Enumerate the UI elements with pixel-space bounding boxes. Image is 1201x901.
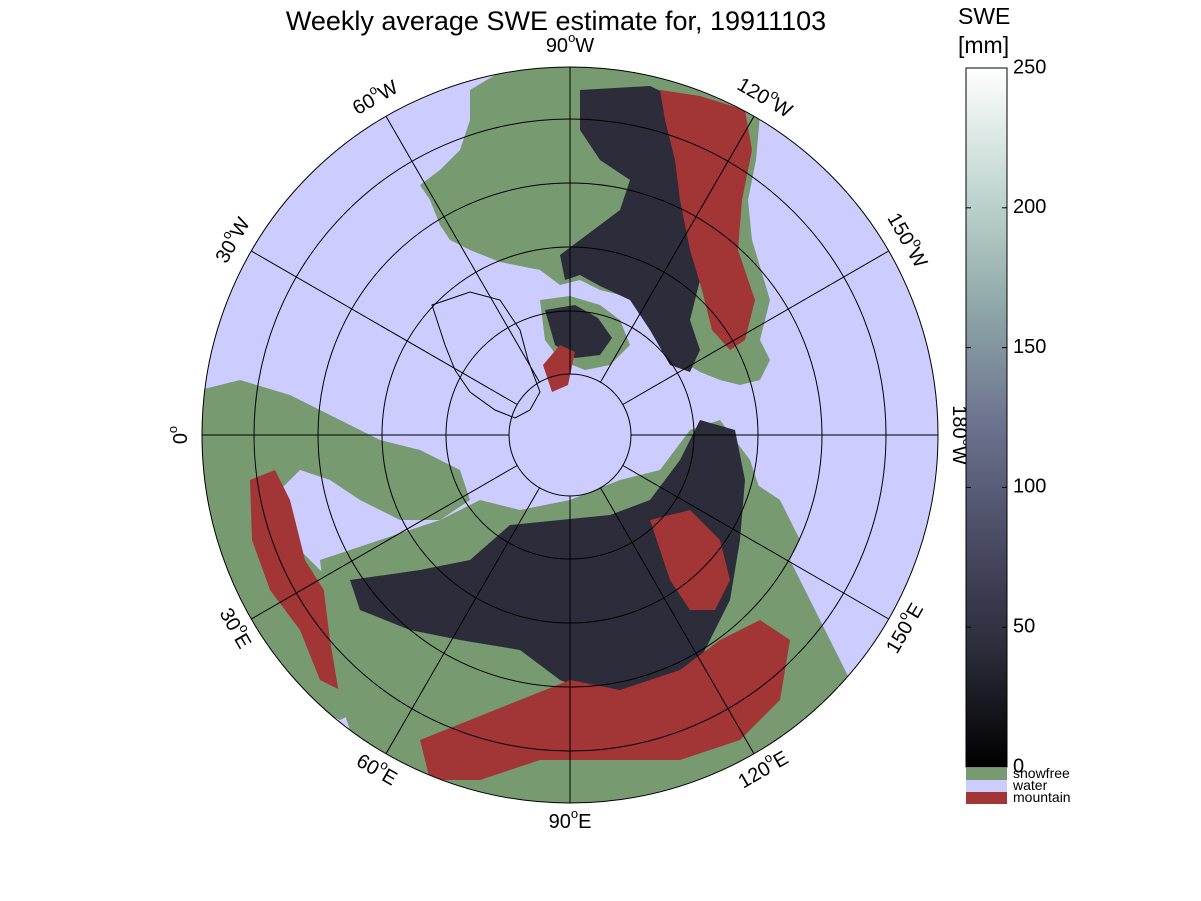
colorbar: SWE [mm] 0 50 100 150 200 250 snowfreewatermo… [958,3,1071,805]
meridian-line [622,250,889,405]
graticule [201,66,939,804]
colorbar-ticks: 0 50 100 150 200 250 [966,56,1046,777]
meridian-line [600,116,755,383]
category-swatch-mountain [966,792,1007,804]
colorbar-gradient [965,67,1008,768]
baffin-mountain [543,345,575,392]
meridian-line [600,487,755,754]
kamchatka [750,480,800,560]
east-siberia-mountains [650,510,730,610]
polar-map: 90oW120oW150oW180oW150oE120oE90oE60oE30o… [165,30,974,833]
category-label-snowfree: snowfree [1013,765,1070,781]
colorbar-label-line1: SWE [958,3,1010,29]
central-asia-mountains [420,620,790,780]
meridian-line [385,116,540,383]
colorbar-tick-label: 100 [1013,476,1046,498]
longitude-label: 90oE [549,806,592,833]
colorbar-tick-label: 200 [1013,196,1046,218]
iceland [360,445,420,475]
colorbar-label-line2: [mm] [958,32,1009,58]
colorbar-tick-label: 150 [1013,336,1046,358]
category-label-water: water [1012,777,1048,793]
colorbar-tick-label: 50 [1013,615,1035,637]
meridian-line [622,465,889,620]
longitude-label: 90oW [546,30,594,57]
longitude-label: 0o [165,426,192,444]
siberia-snow [350,420,745,700]
figure-title: Weekly average SWE estimate for, 1991110… [286,6,826,36]
meridian-line [385,487,540,754]
meridian-line [251,250,518,405]
colorbar-tick-label: 0 [1013,755,1024,777]
category-swatch-snowfree [966,768,1007,780]
colorbar-tick-label: 250 [1013,56,1046,78]
arctic-islands-snow [545,305,612,358]
category-swatch-water [966,780,1007,792]
meridian-line [251,465,518,620]
greenland-outline [431,291,541,419]
category-label-mountain: mountain [1013,789,1071,805]
